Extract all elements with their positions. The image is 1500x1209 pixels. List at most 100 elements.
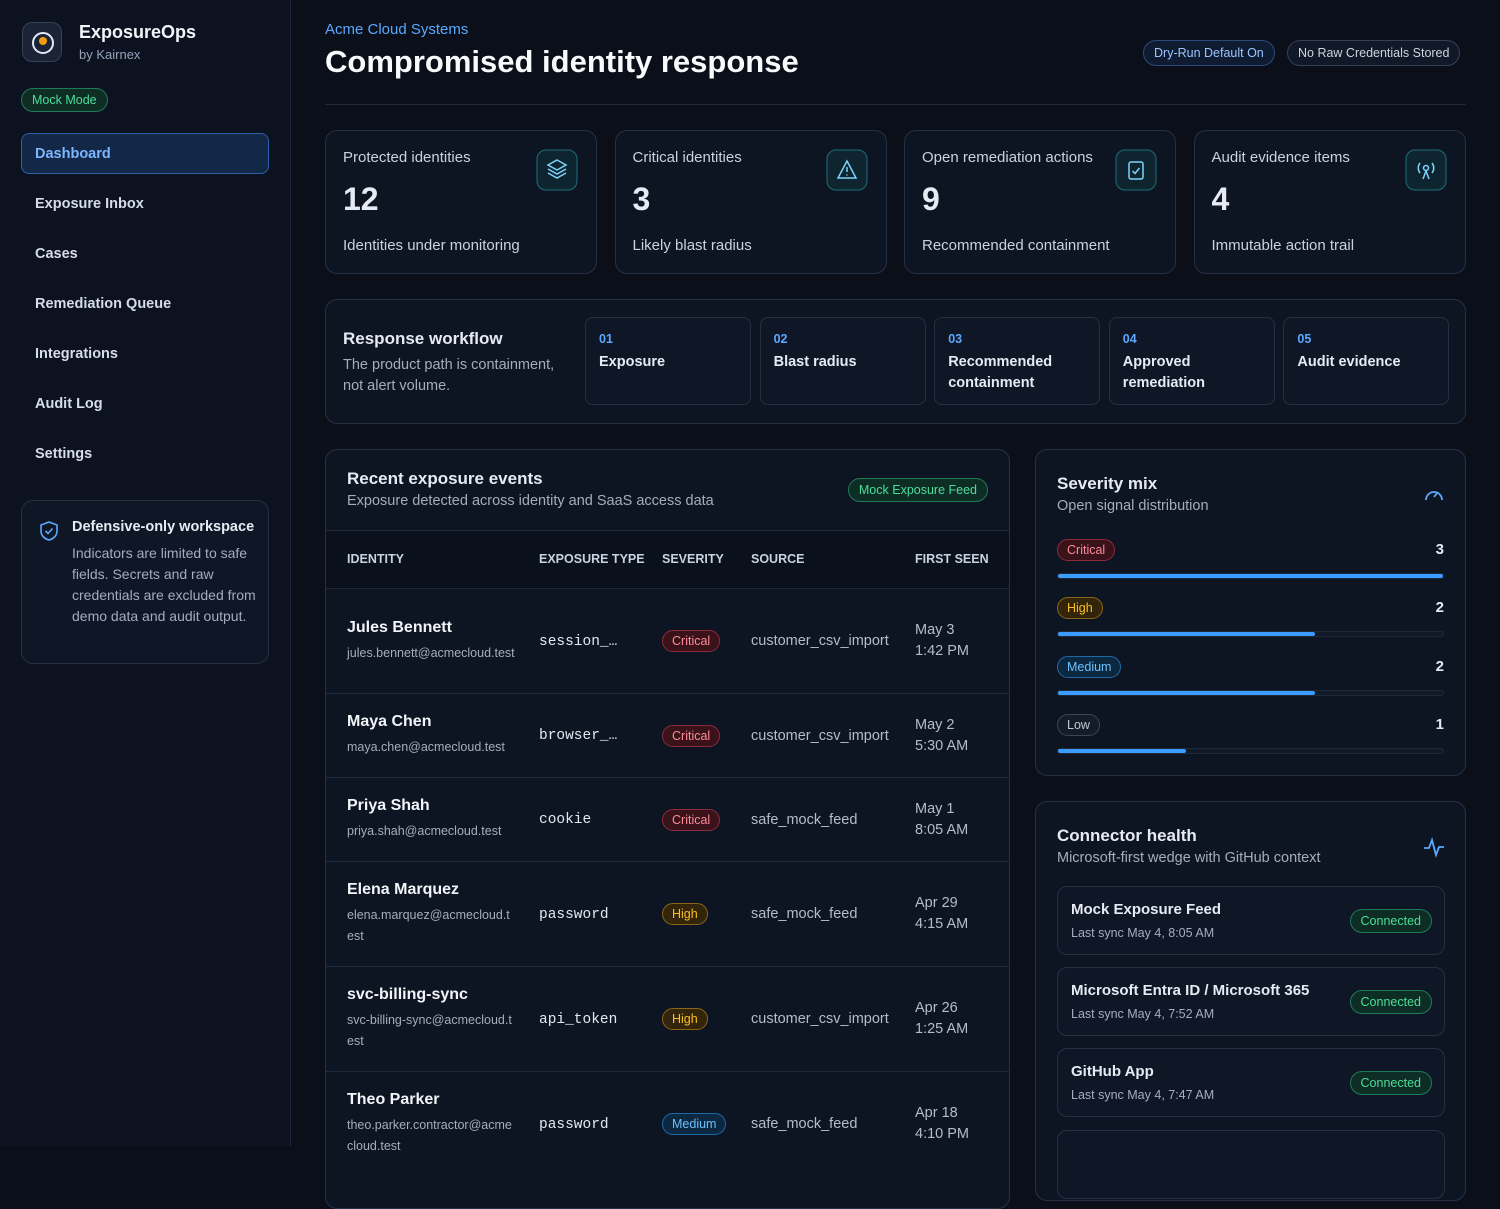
type-cell: browser_… xyxy=(531,693,654,778)
seen-cell: May 3 1:42 PM xyxy=(907,588,1009,694)
identity-cell: Priya Shah priya.shah@acmecloud.test xyxy=(326,777,531,862)
shield-icon xyxy=(40,521,58,541)
event-row: Maya Chen maya.chen@acmecloud.test browser… xyxy=(326,693,1009,778)
workflow-step: 04 Approved remediation xyxy=(1108,317,1275,405)
stat-card: Audit evidence items 4 Immutable action tr… xyxy=(1193,130,1466,274)
severity-level: Low 1 xyxy=(1057,713,1444,764)
nav-item[interactable]: Dashboard xyxy=(21,133,269,174)
connector-status: Connected xyxy=(1349,990,1432,1014)
workflow-step: 02 Blast radius xyxy=(759,317,926,405)
bar xyxy=(1058,748,1187,753)
type-cell: session_… xyxy=(531,588,654,694)
exposure-type: session_… xyxy=(539,633,618,650)
pulse-icon xyxy=(1424,837,1444,858)
first-seen: Apr 18 4:10 PM xyxy=(915,1105,969,1143)
severity-level: Medium 2 xyxy=(1057,655,1444,706)
type-cell: cookie xyxy=(531,777,654,862)
bar xyxy=(1058,632,1315,637)
type-cell: password xyxy=(531,1071,654,1177)
first-seen: May 2 5:30 AM xyxy=(915,716,969,754)
severity-subtitle: Open signal distribution xyxy=(1057,498,1209,514)
step-label: Approved remediation xyxy=(1122,354,1205,391)
stat-card: Protected identities 12 Identities under m… xyxy=(325,130,597,274)
severity-title: Severity mix xyxy=(1057,474,1158,493)
severity-badge: High xyxy=(662,1008,708,1030)
event-row: Elena Marquez elena.marquez@acmecloud.tes… xyxy=(326,861,1009,967)
connector-name: Microsoft Entra ID / Microsoft 365 xyxy=(1071,982,1310,999)
nav-item[interactable]: Exposure Inbox xyxy=(35,196,144,212)
severity-badge: High xyxy=(1057,597,1103,620)
step-number: 03 xyxy=(948,332,963,346)
event-row: Jules Bennett jules.bennett@acmecloud.tes… xyxy=(326,588,1009,694)
type-cell: api_token xyxy=(531,966,654,1072)
stat-caption: Immutable action trail xyxy=(1211,237,1355,254)
column-header: SEVERITY xyxy=(654,530,743,589)
workflow-step: 05 Audit evidence xyxy=(1283,317,1450,405)
identity-name: Jules Bennett xyxy=(347,618,452,636)
severity-level: High 2 xyxy=(1057,597,1444,647)
logo xyxy=(22,22,62,62)
nav-item[interactable]: Cases xyxy=(35,246,78,262)
connector-card xyxy=(1057,1130,1445,1199)
step-number: 02 xyxy=(773,332,788,346)
identity-name: Elena Marquez xyxy=(347,881,460,898)
workflow: Response workflow The product path is co… xyxy=(325,299,1466,424)
identity-email: theo.parker.contractor@acmecloud.test xyxy=(347,1118,512,1154)
connector-sync: Last sync May 4, 7:52 AM xyxy=(1071,1007,1215,1021)
stat-icon xyxy=(1405,149,1446,191)
source-cell: safe_mock_feed xyxy=(743,777,907,862)
exposure-type: cookie xyxy=(539,812,592,828)
connector-name: Mock Exposure Feed xyxy=(1071,901,1222,918)
severity-level: Critical 3 xyxy=(1057,539,1444,589)
connector-panel: Connector health Microsoft-first wedge w… xyxy=(1035,801,1466,1201)
severity-badge: High xyxy=(662,903,708,925)
bar xyxy=(1058,574,1443,578)
severity-count: 2 xyxy=(1435,657,1444,675)
connector-sync: Last sync May 4, 7:47 AM xyxy=(1071,1088,1215,1102)
exposure-type: password xyxy=(539,1116,609,1133)
connector-status: Connected xyxy=(1349,1071,1432,1095)
severity-badge: Medium xyxy=(1057,655,1122,678)
byline: by Kairnex xyxy=(79,47,141,62)
connector-status: Connected xyxy=(1349,909,1432,933)
body: ExposureOps by Kairnex Mock Mode Dashboa… xyxy=(21,0,1466,1209)
stat-caption: Identities under monitoring xyxy=(343,237,520,254)
events-subtitle: Exposure detected across identity and Sa… xyxy=(347,493,714,509)
column-header: FIRST SEEN xyxy=(907,530,1009,589)
connector-card: Microsoft Entra ID / Microsoft 365 Last s… xyxy=(1057,967,1445,1036)
divider xyxy=(325,104,1466,105)
severity-cell: Critical xyxy=(654,777,743,862)
identity-name: svc-billing-sync xyxy=(347,986,468,1003)
page-title: Compromised identity response xyxy=(325,44,799,79)
header-badge: Dry-Run Default On xyxy=(1143,40,1275,66)
nav-item[interactable]: Audit Log xyxy=(35,396,103,412)
table-body: Jules Bennett jules.bennett@acmecloud.tes… xyxy=(326,588,1009,1177)
exposure-type: api_token xyxy=(539,1011,618,1028)
identity-email: maya.chen@acmecloud.test xyxy=(347,740,505,754)
connector-subtitle: Microsoft-first wedge with GitHub contex… xyxy=(1057,850,1321,866)
severity-count: 1 xyxy=(1435,715,1444,733)
connector-card: Mock Exposure Feed Last sync May 4, 8:05 … xyxy=(1057,886,1445,955)
header-badge: No Raw Credentials Stored xyxy=(1287,40,1461,66)
stat-icon xyxy=(1115,149,1157,191)
nav-item[interactable]: Remediation Queue xyxy=(35,296,172,312)
nav-item[interactable]: Integrations xyxy=(35,346,118,362)
identity-cell: Jules Bennett jules.bennett@acmecloud.tes… xyxy=(326,588,531,694)
seen-cell: Apr 29 4:15 AM xyxy=(907,861,1009,967)
mode-badge: Mock Mode xyxy=(21,88,108,112)
connector-card: GitHub App Last sync May 4, 7:47 AM Connec… xyxy=(1057,1048,1445,1117)
event-row: svc-billing-sync svc-billing-sync@acmeclo… xyxy=(326,966,1009,1072)
stat-label: Protected identities xyxy=(343,149,471,166)
step-label: Recommended containment xyxy=(948,354,1053,391)
identity-email: priya.shah@acmecloud.test xyxy=(347,824,502,838)
first-seen: May 3 1:42 PM xyxy=(915,622,969,659)
identity-cell: Maya Chen maya.chen@acmecloud.test xyxy=(326,693,531,778)
events-table: IDENTITY EXPOSURE TYPE SEVERITY SOURCE FIRST… xyxy=(326,530,1009,1177)
feed-badge: Mock Exposure Feed xyxy=(847,478,988,502)
table-header: IDENTITY EXPOSURE TYPE SEVERITY SOURCE FIRST… xyxy=(326,530,1009,589)
connector-name: GitHub App xyxy=(1071,1063,1154,1080)
bar-track xyxy=(1057,689,1444,696)
severity-badge: Medium xyxy=(662,1113,727,1136)
severity-cell: High xyxy=(654,861,743,967)
nav-item[interactable]: Settings xyxy=(35,446,93,462)
